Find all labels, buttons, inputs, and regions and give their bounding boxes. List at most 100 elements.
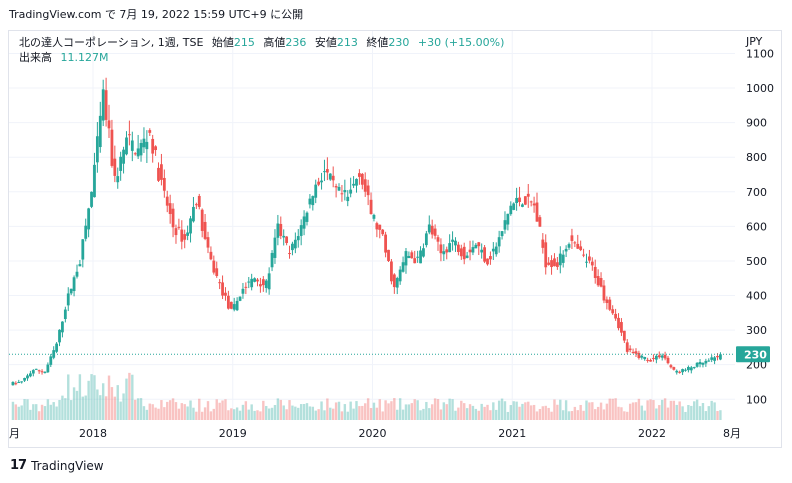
volume-bar bbox=[221, 400, 224, 420]
candle-body bbox=[620, 322, 623, 333]
volume-bar bbox=[72, 387, 76, 420]
x-tick-label: 2021 bbox=[498, 427, 526, 440]
footer-brand[interactable]: 17 TradingView bbox=[10, 458, 104, 473]
candle-body bbox=[599, 277, 603, 287]
volume-bar bbox=[218, 402, 221, 420]
x-tick-label: 2020 bbox=[359, 427, 387, 440]
candle-body bbox=[360, 173, 364, 185]
legend-open-label: 始値 bbox=[211, 36, 234, 49]
volume-bar bbox=[532, 404, 536, 420]
candle-body bbox=[107, 120, 111, 129]
volume-bar bbox=[611, 398, 614, 420]
candle-body bbox=[253, 278, 256, 282]
volume-bar bbox=[433, 398, 437, 420]
volume-bar bbox=[562, 410, 565, 420]
candle-body bbox=[634, 351, 638, 354]
volume-bar bbox=[442, 402, 446, 420]
volume-bar bbox=[247, 409, 250, 420]
volume-bar bbox=[212, 408, 216, 420]
candle-body bbox=[518, 197, 521, 202]
candle-body bbox=[433, 228, 437, 236]
candle-body bbox=[381, 229, 385, 235]
volume-bar bbox=[544, 405, 547, 420]
volume-bar bbox=[573, 406, 577, 420]
volume-bar bbox=[690, 405, 693, 420]
candle-body bbox=[573, 242, 577, 244]
candle-body bbox=[576, 243, 580, 249]
legend-symbol[interactable]: 北の達人コーポレーション, 1週, TSE bbox=[19, 36, 204, 49]
candle-body bbox=[61, 321, 64, 333]
volume-bar bbox=[49, 404, 52, 420]
volume-bar bbox=[422, 408, 425, 420]
volume-bar bbox=[75, 390, 79, 420]
volume-bar bbox=[416, 400, 419, 420]
candle-body bbox=[666, 357, 670, 364]
candle-body bbox=[157, 167, 160, 181]
candle-body bbox=[459, 248, 463, 257]
candle-body bbox=[509, 205, 513, 215]
candle-body bbox=[398, 269, 402, 282]
candle-body bbox=[241, 288, 245, 294]
volume-bar bbox=[512, 401, 515, 420]
candle-body bbox=[491, 248, 495, 252]
volume-bar bbox=[163, 407, 166, 420]
candle-body bbox=[474, 244, 478, 249]
candle-body bbox=[413, 258, 417, 264]
volume-bar bbox=[582, 410, 585, 420]
candle-body bbox=[387, 249, 390, 262]
candle-body bbox=[483, 247, 486, 262]
y-tick-label: 800 bbox=[746, 151, 767, 164]
candle-body bbox=[695, 362, 699, 367]
volume-bar bbox=[576, 410, 579, 420]
candle-body bbox=[628, 348, 632, 351]
volume-bar bbox=[448, 398, 451, 420]
candle-body bbox=[273, 237, 277, 258]
candle-body bbox=[226, 295, 230, 309]
volume-bar bbox=[666, 407, 670, 420]
legend-volume-value: 11.127M bbox=[60, 51, 109, 64]
candle-body bbox=[221, 282, 224, 296]
candle-body bbox=[611, 309, 615, 314]
volume-bar bbox=[439, 409, 443, 420]
volume-bar bbox=[550, 411, 553, 420]
candle-body bbox=[547, 262, 551, 265]
candle-body bbox=[37, 370, 41, 372]
candle-body bbox=[160, 164, 163, 180]
candle-body bbox=[625, 342, 629, 352]
volume-bar bbox=[567, 411, 571, 420]
candle-body bbox=[646, 359, 650, 361]
candle-body bbox=[282, 235, 286, 238]
volume-bar bbox=[177, 408, 181, 420]
candle-body bbox=[424, 233, 428, 246]
candle-body bbox=[427, 224, 431, 233]
candle-body bbox=[14, 383, 18, 385]
volume-bar bbox=[299, 404, 303, 420]
candle-body bbox=[416, 256, 420, 258]
volume-bar bbox=[195, 411, 198, 420]
volume-bar bbox=[326, 398, 329, 420]
volume-bar bbox=[398, 398, 402, 420]
candle-body bbox=[465, 255, 469, 258]
candle-body bbox=[238, 296, 242, 301]
volume-bar bbox=[445, 404, 448, 420]
volume-bar bbox=[719, 410, 722, 420]
candle-body bbox=[384, 234, 388, 253]
x-tick-label: 2019 bbox=[219, 427, 247, 440]
volume-bar bbox=[256, 410, 259, 420]
candle-body bbox=[212, 260, 216, 273]
candle-body bbox=[442, 251, 446, 255]
candle-body bbox=[72, 277, 76, 292]
candle-body bbox=[456, 244, 460, 252]
candle-body bbox=[197, 195, 201, 207]
volume-bar bbox=[343, 404, 347, 420]
candle-body bbox=[395, 278, 399, 288]
volume-bar bbox=[29, 409, 32, 420]
candle-body bbox=[684, 369, 687, 371]
volume-bar bbox=[282, 405, 285, 420]
candle-body bbox=[392, 274, 396, 288]
candle-body bbox=[622, 330, 626, 341]
candle-body bbox=[127, 134, 131, 136]
candle-body bbox=[541, 239, 545, 248]
candle-body bbox=[49, 356, 53, 365]
